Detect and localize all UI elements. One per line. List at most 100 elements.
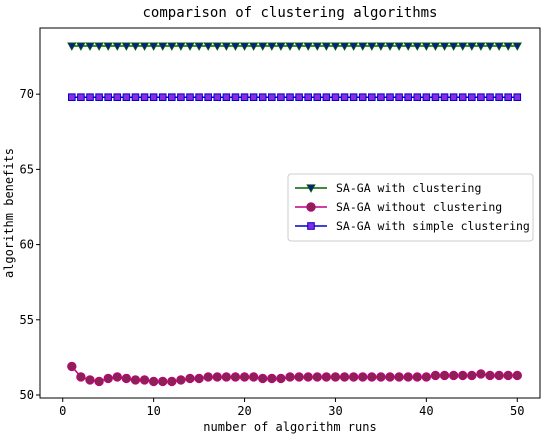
data-point-without-clustering xyxy=(194,373,204,384)
legend: SA-GA with clustering SA-GA without clus… xyxy=(287,173,534,242)
data-point-with-clustering xyxy=(512,42,522,51)
data-point-without-clustering xyxy=(85,375,95,385)
data-point-without-clustering xyxy=(339,372,350,382)
data-point-simple-clustering xyxy=(86,93,94,101)
data-point-with-clustering xyxy=(448,42,459,51)
data-point-with-clustering xyxy=(167,42,177,51)
data-point-simple-clustering xyxy=(368,93,376,101)
data-point-simple-clustering xyxy=(195,93,203,101)
data-point-simple-clustering xyxy=(186,93,194,101)
data-point-simple-clustering xyxy=(113,93,122,101)
x-tick-label: 30 xyxy=(328,404,342,418)
data-point-with-clustering xyxy=(130,42,141,51)
data-point-simple-clustering xyxy=(95,93,103,101)
data-point-with-clustering xyxy=(121,42,132,51)
data-point-without-clustering xyxy=(212,372,222,382)
data-point-with-clustering xyxy=(267,42,277,51)
data-point-with-clustering xyxy=(476,42,486,51)
data-point-without-clustering xyxy=(139,375,150,385)
data-point-with-clustering xyxy=(221,42,232,51)
data-point-without-clustering xyxy=(330,372,341,382)
data-point-with-clustering xyxy=(67,42,77,51)
data-point-without-clustering xyxy=(458,370,468,381)
series-simple-clustering xyxy=(68,93,522,101)
data-point-with-clustering xyxy=(348,42,359,51)
data-point-without-clustering xyxy=(485,370,495,381)
data-point-without-clustering xyxy=(230,372,241,382)
data-point-simple-clustering xyxy=(504,93,512,101)
data-point-with-clustering xyxy=(294,42,304,51)
data-point-simple-clustering xyxy=(231,93,240,101)
data-point-without-clustering xyxy=(503,370,513,381)
data-point-with-clustering xyxy=(421,42,432,51)
data-point-simple-clustering xyxy=(258,93,267,101)
data-point-with-clustering xyxy=(303,42,313,51)
data-point-simple-clustering xyxy=(358,93,367,101)
data-point-simple-clustering xyxy=(177,93,185,101)
chart-title: comparison of clustering algorithms xyxy=(142,5,437,21)
data-point-without-clustering xyxy=(348,372,359,382)
data-point-without-clustering xyxy=(167,376,177,387)
legend-marker-without-clustering xyxy=(306,202,316,212)
data-point-without-clustering xyxy=(76,372,86,382)
data-point-simple-clustering xyxy=(249,93,258,101)
data-point-with-clustering xyxy=(148,42,159,51)
data-point-without-clustering xyxy=(376,372,386,382)
data-point-with-clustering xyxy=(358,42,368,51)
x-tick-label: 10 xyxy=(146,404,160,418)
data-point-with-clustering xyxy=(503,42,513,51)
data-point-without-clustering xyxy=(94,376,104,387)
data-point-without-clustering xyxy=(385,372,395,382)
data-point-without-clustering xyxy=(448,370,459,381)
data-point-without-clustering xyxy=(258,373,268,384)
data-point-simple-clustering xyxy=(458,93,467,101)
data-point-with-clustering xyxy=(458,42,468,51)
data-point-with-clustering xyxy=(103,42,113,51)
x-tick-label: 50 xyxy=(510,404,524,418)
data-point-without-clustering xyxy=(367,372,377,382)
legend-label-with-clustering: SA-GA with clustering xyxy=(336,181,481,195)
data-point-simple-clustering xyxy=(295,93,303,101)
data-point-without-clustering xyxy=(221,372,232,382)
data-point-with-clustering xyxy=(258,42,268,51)
data-point-without-clustering xyxy=(358,372,368,382)
data-point-with-clustering xyxy=(85,42,95,51)
data-point-without-clustering xyxy=(421,372,432,382)
data-point-without-clustering xyxy=(321,372,332,382)
data-point-without-clustering xyxy=(412,372,422,382)
data-point-without-clustering xyxy=(403,372,413,382)
data-point-simple-clustering xyxy=(340,93,349,101)
data-point-without-clustering xyxy=(494,370,504,381)
data-point-with-clustering xyxy=(203,42,213,51)
data-point-simple-clustering xyxy=(131,93,140,101)
data-point-without-clustering xyxy=(267,373,277,384)
data-point-simple-clustering xyxy=(513,93,522,101)
data-point-without-clustering xyxy=(185,373,195,384)
series-without-clustering xyxy=(67,361,522,387)
data-point-without-clustering xyxy=(439,370,450,381)
y-tick-label: 50 xyxy=(20,388,34,402)
legend-box xyxy=(287,173,534,242)
data-point-simple-clustering xyxy=(377,93,385,101)
data-point-simple-clustering xyxy=(322,93,331,101)
data-point-with-clustering xyxy=(339,42,350,51)
data-point-simple-clustering xyxy=(149,93,158,101)
data-point-simple-clustering xyxy=(77,93,85,101)
data-point-without-clustering xyxy=(276,373,286,384)
data-point-simple-clustering xyxy=(68,93,76,101)
x-tick-label: 40 xyxy=(419,404,433,418)
data-point-with-clustering xyxy=(285,42,295,51)
data-point-without-clustering xyxy=(239,372,250,382)
legend-label-simple-clustering: SA-GA with simple clustering xyxy=(336,219,530,233)
data-point-simple-clustering xyxy=(104,93,112,101)
data-point-without-clustering xyxy=(67,361,77,372)
y-axis-title: algorithm benefits xyxy=(2,148,16,278)
y-tick-label: 60 xyxy=(20,238,34,252)
x-tick-label: 0 xyxy=(59,404,66,418)
data-point-simple-clustering xyxy=(449,93,458,101)
data-point-simple-clustering xyxy=(349,93,358,101)
data-point-simple-clustering xyxy=(413,93,422,101)
data-point-with-clustering xyxy=(158,42,168,51)
